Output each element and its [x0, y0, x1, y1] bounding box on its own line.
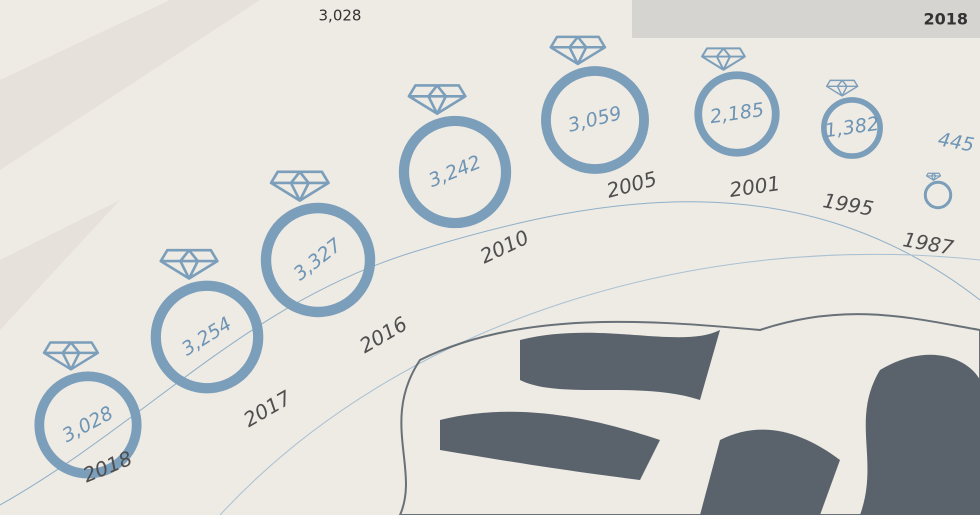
- value-label: 3,059: [566, 102, 624, 137]
- ring: [694, 71, 780, 157]
- diamond: [159, 248, 219, 280]
- value-label: 1,382: [823, 113, 880, 142]
- year-label: 2017: [239, 385, 295, 431]
- diamond: [269, 170, 330, 202]
- year-label: 1995: [821, 188, 875, 220]
- ring: [34, 371, 142, 479]
- value-label: 2,185: [708, 99, 765, 128]
- year-label: 2005: [604, 166, 659, 202]
- ring: [541, 66, 649, 174]
- year-label: 2001: [728, 171, 782, 202]
- year-label: 2016: [355, 312, 411, 358]
- header-value: 3,028: [319, 7, 362, 25]
- diamond: [549, 35, 607, 66]
- value-label: 3,254: [178, 313, 236, 360]
- value-label: 3,028: [59, 402, 117, 447]
- value-label: 445: [936, 129, 976, 157]
- decorative-shoe: [398, 313, 980, 515]
- ring: [923, 180, 953, 210]
- value-label: 3,242: [425, 151, 484, 192]
- diamond: [925, 172, 942, 181]
- diamond: [825, 79, 859, 97]
- year-label: 2018: [79, 446, 135, 487]
- header-year: 2018: [923, 10, 968, 29]
- value-label: 3,327: [289, 234, 345, 285]
- header-panel: [632, 0, 980, 38]
- diamond: [701, 47, 746, 71]
- curve: [219, 253, 980, 515]
- background-pattern: [0, 0, 260, 330]
- diamond: [42, 341, 100, 371]
- ring: [821, 97, 883, 159]
- ring: [260, 202, 376, 318]
- diamond: [407, 84, 467, 115]
- ring: [150, 280, 264, 394]
- ring: [398, 115, 512, 229]
